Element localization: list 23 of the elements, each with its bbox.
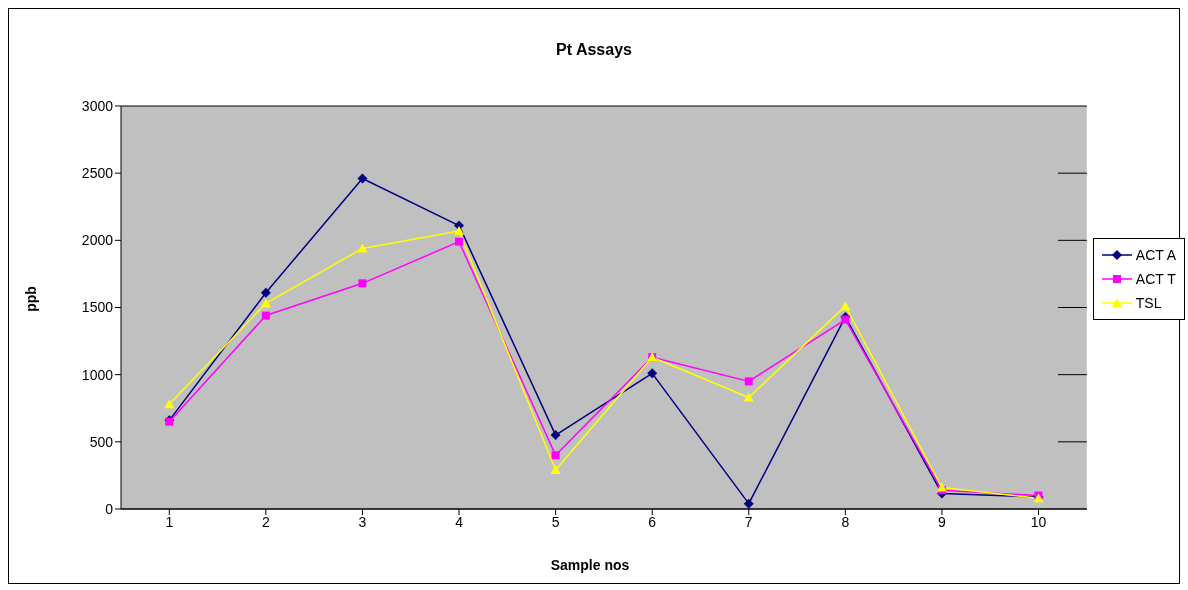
y-tick-label: 0 (105, 500, 114, 517)
x-tick-label: 10 (1030, 513, 1047, 530)
x-tick-label: 2 (261, 513, 270, 530)
legend-label: ACT A (1135, 247, 1176, 263)
y-tick-label: 1000 (81, 366, 114, 383)
x-tick-label: 8 (841, 513, 850, 530)
x-axis-title: Sample nos (549, 557, 631, 573)
y-axis-title: ppb (23, 286, 39, 312)
x-tick-label: 3 (358, 513, 367, 530)
x-tick-label: 9 (938, 513, 947, 530)
x-tick-label: 7 (744, 513, 753, 530)
x-tick-label: 1 (165, 513, 174, 530)
x-tick-label: 5 (551, 513, 560, 530)
x-tick-label: 4 (455, 513, 464, 530)
y-tick-label: 3000 (81, 97, 114, 114)
y-tick-label: 500 (89, 433, 114, 450)
chart-title: Pt Assays (555, 41, 633, 59)
x-tick-label: 6 (648, 513, 657, 530)
y-tick-label: 2000 (81, 232, 114, 249)
legend-label: ACT T (1135, 271, 1176, 287)
y-tick-label: 1500 (81, 299, 114, 316)
legend-label: TSL (1135, 295, 1162, 311)
y-tick-label: 2500 (81, 165, 114, 182)
